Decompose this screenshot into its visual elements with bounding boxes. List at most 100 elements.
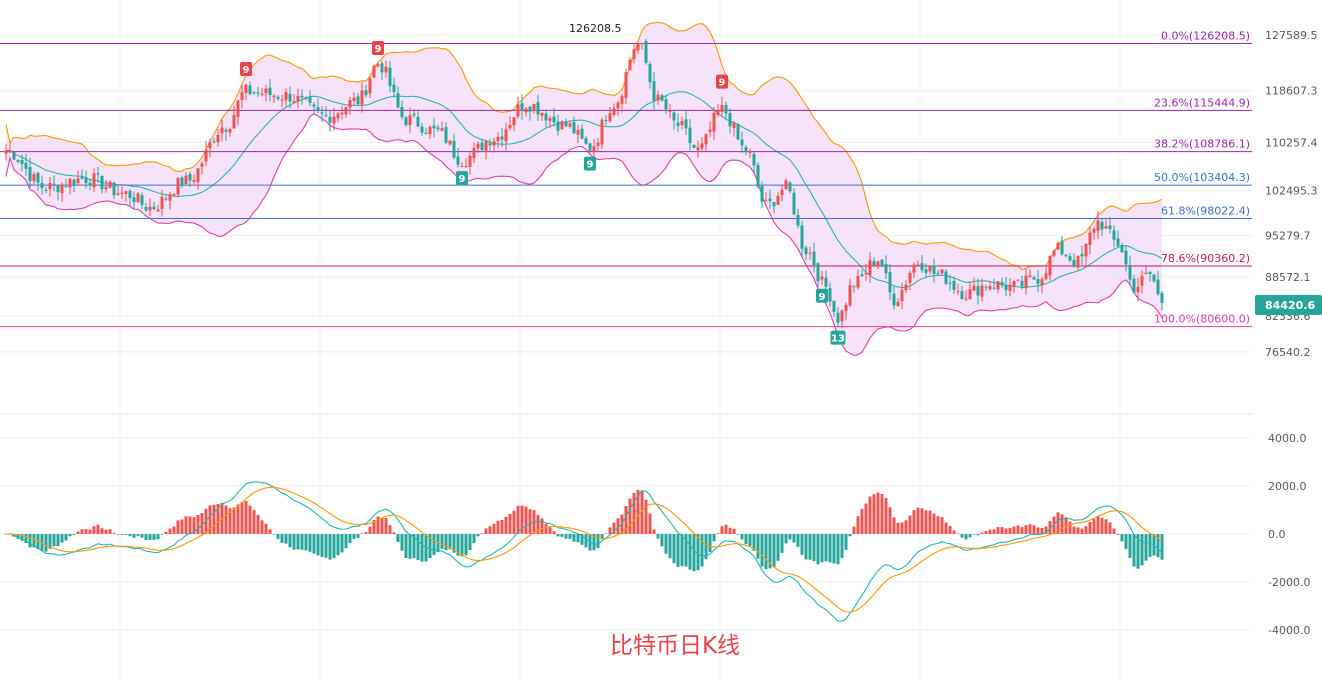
macd-histogram-bar [360,533,364,535]
macd-histogram-bar [60,534,64,543]
macd-histogram-bar [164,531,168,534]
macd-histogram-bar [136,534,140,536]
candle-body [420,126,424,133]
macd-histogram-bar [144,534,148,541]
candle-body [512,117,516,126]
macd-histogram-bar [996,527,1000,534]
macd-histogram-bar [368,526,372,534]
macd-histogram-bar [48,534,52,549]
macd-histogram-bar [612,522,616,534]
macd-histogram-bar [80,529,84,534]
candle-body [840,310,844,322]
macd-histogram-bar [868,496,872,534]
candle-body [204,149,208,162]
candle-body [4,150,8,154]
macd-histogram-bar [516,505,520,534]
macd-histogram-bar [452,534,456,553]
macd-histogram-bar [852,526,856,534]
macd-histogram-bar [264,523,268,534]
macd-histogram-bar [876,492,880,534]
macd-histogram-bar [104,529,108,534]
macd-histogram-bar [1136,534,1140,569]
candle-body [200,163,204,167]
macd-histogram-bar [696,534,700,571]
macd-histogram-bar [184,516,188,534]
candle-body [892,293,896,306]
candle-body [164,198,168,200]
macd-histogram-bar [1128,534,1132,558]
candle-body [604,120,608,122]
macd-histogram-bar [384,518,388,534]
candle-body [476,143,480,149]
candle-body [140,195,144,205]
candle-body [564,121,568,127]
candle-body [1136,286,1140,293]
candle-body [928,266,932,272]
candle-body [680,120,684,126]
candle-body [232,115,236,129]
macd-histogram-bar [508,513,512,534]
candle-body [260,93,264,95]
price-tick-label: 76540.2 [1265,346,1311,359]
candle-body [384,66,388,73]
candle-body [1080,254,1084,257]
macd-histogram-bar [864,503,868,534]
candle-body [640,42,644,45]
candle-body [924,269,928,273]
macd-histogram-bar [272,534,276,535]
macd-histogram-bar [416,534,420,560]
fibonacci-levels: 0.0%(126208.5) 23.6%(115444.9) 38.2%(10878… [0,30,1252,328]
macd-histogram-bar [1040,527,1044,534]
candle-body [484,141,488,151]
candle-body [648,63,652,83]
macd-histogram-bar [948,526,952,534]
candle-body [168,194,172,201]
candle-body [428,126,432,135]
macd-histogram-bar [604,533,608,535]
macd-histogram-bar [492,523,496,534]
candle-body [448,140,452,145]
macd-histogram-bar [568,534,572,539]
macd-histogram-bar [1004,528,1008,534]
candle-body [348,100,352,108]
macd-histogram-bar [576,534,580,543]
candle-body [1048,255,1052,276]
candle-body [716,110,720,115]
candle-body [496,136,500,142]
candle-body [308,97,312,103]
macd-histogram-bar [692,534,696,572]
price-tick-label: 95279.7 [1265,230,1311,243]
candle-body [852,286,856,288]
macd-histogram-bar [388,525,392,534]
macd-histogram-bar [536,514,540,534]
macd-histogram-bar [336,534,340,556]
macd-histogram-bar [1108,522,1112,534]
candle-body [20,159,24,165]
candle-body [1088,232,1092,245]
macd-histogram-bar [780,534,784,553]
candle-body [300,95,304,98]
macd-histogram-bar [820,534,824,563]
candle-body [1060,240,1064,255]
macd-histogram-bar [392,532,396,534]
macd-histogram-bar [596,534,600,549]
candle-body [968,289,972,300]
candle-body [36,172,40,183]
macd-histogram-bar [28,534,32,548]
macd-histogram-bar [312,534,316,554]
candle-body [28,167,32,181]
candle-body [528,106,532,112]
macd-histogram-bar [900,522,904,534]
macd-histogram-bar [20,534,24,541]
macd-histogram-bar [1104,519,1108,534]
macd-histogram-bar [704,534,708,560]
macd-histogram-bar [88,529,92,534]
candle-body [372,65,376,78]
candle-body [436,127,440,130]
candle-body [832,300,836,312]
macd-histogram-bar [700,534,704,567]
macd-histogram-bar [560,534,564,537]
candle-body [272,95,276,98]
macd-histogram-bar [836,534,840,565]
